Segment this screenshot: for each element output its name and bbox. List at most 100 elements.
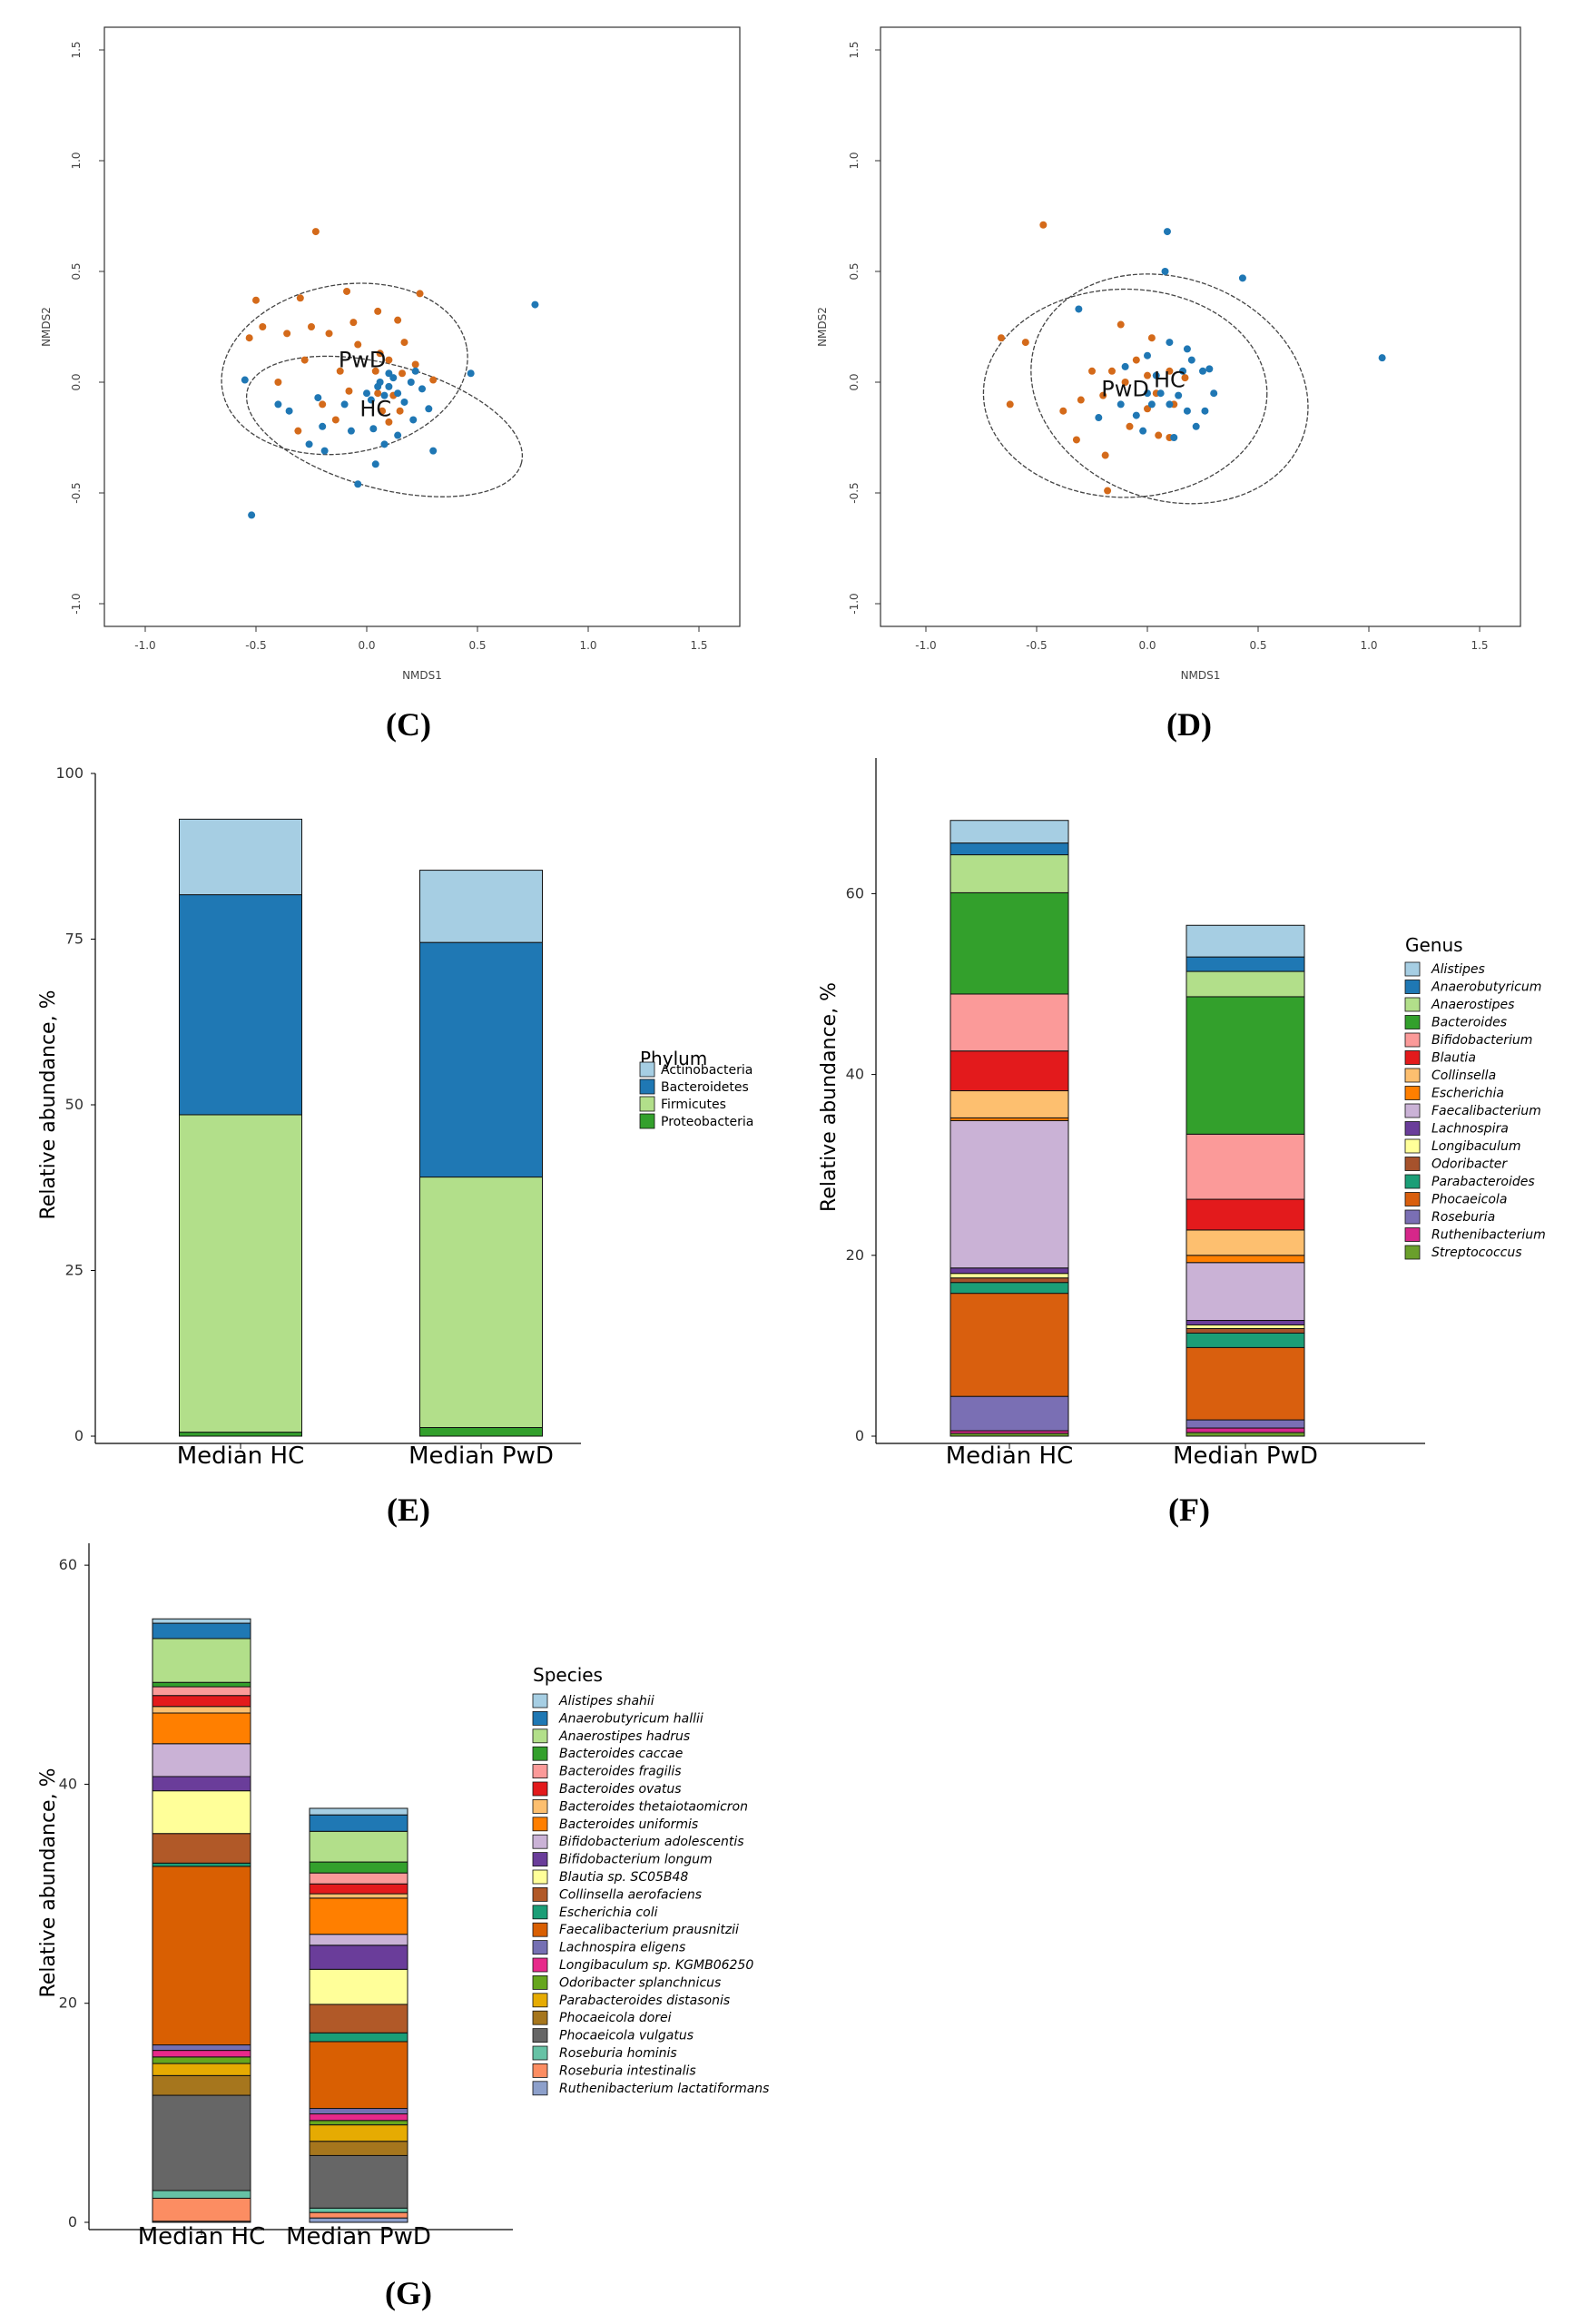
legend-item-label: Streptococcus [1432,1246,1522,1260]
bar-segment-bacteroides [949,891,1069,995]
data-point-hc [1378,354,1386,362]
data-point-pwd [429,376,438,384]
data-point-pwd [259,323,267,330]
bar-segment-streptococcus [1186,1432,1305,1437]
plot-frame [103,26,741,627]
bar-segment-bacteroides-uniformis [309,1897,408,1935]
data-point-hc [1156,389,1165,398]
legend-item-label: Parabacteroides [1432,1175,1535,1189]
legend-item-label: Ruthenibacterium lactatiformans [559,2082,769,2096]
bar-segment-anaerostipes-hadrus [152,1638,251,1683]
legend-swatch [1404,961,1421,977]
x-axis-label: NMDS1 [1181,669,1221,682]
data-point-pwd [411,360,419,369]
data-point-hc [429,447,438,455]
data-point-pwd [331,416,339,424]
bar-segment-firmicutes [179,1114,302,1433]
y-tick-label: -0.5 [70,482,83,503]
legend-item-label: Anaerostipes hadrus [558,1729,690,1744]
bar-segment-bifidobacterium [949,993,1069,1052]
data-point-pwd [308,323,315,330]
bar-segment-collinsella-aerofaciens [152,1833,251,1864]
x-tick-label: -1.0 [915,639,936,652]
legend-item-label: Bacteroides thetaiotaomicron [559,1799,748,1814]
data-point-pwd [1147,334,1156,342]
bar-segment-roseburia-hominis [152,2190,251,2199]
y-axis-label: NMDS2 [816,307,829,347]
x-category-label: Median HC [946,1443,1074,1470]
legend-item-label: Phocaeicola dorei [559,2011,672,2025]
x-category-label: Median PwD [408,1443,554,1470]
data-point-pwd [376,350,384,358]
legend-swatch [532,1905,548,1920]
bar-segment-faecalibacterium-prausnitzii [152,1866,251,2046]
legend-item-label: Escherichia coli [559,1905,658,1920]
bar-segment-odoribacter-splanchnicus [309,2120,408,2126]
y-tick-label: 75 [65,931,84,948]
data-point-hc [425,405,433,413]
data-point-hc [1132,411,1140,419]
data-point-pwd [1117,320,1125,329]
legend-item-label: Lachnospira [1432,1122,1509,1137]
data-point-pwd [300,356,309,364]
bar-segment-firmicutes [419,1177,543,1429]
bar-segment-collinsella-aerofaciens [309,2004,408,2034]
data-point-pwd [1144,405,1151,413]
x-tick-label: 1.5 [1471,639,1488,652]
legend-item-label: Escherichia [1432,1087,1504,1101]
data-point-hc [1238,274,1246,282]
legend-swatch [1404,1227,1421,1242]
legend-swatch [532,1940,548,1955]
y-tick-label: 1.0 [848,152,861,169]
bar-segment-actinobacteria [419,870,543,943]
legend-swatch [532,1993,548,2008]
group-label: PwD [1101,376,1149,401]
legend-swatch [532,1869,548,1885]
data-point-hc [1163,228,1171,236]
legend-item-label: Bacteroides [1432,1016,1507,1030]
confidence-ellipse [1030,273,1309,505]
data-point-hc [285,407,293,415]
bar-segment-anaerobutyricum [949,842,1069,856]
bar-segment-longibaculum-sp-kgmb06250 [309,2113,408,2122]
data-point-pwd [245,334,253,342]
data-point-pwd [1021,339,1029,347]
data-point-hc [305,440,313,448]
bar-segment-blautia-sp-sc05b48 [152,1790,251,1835]
y-axis-label: Relative abundance, % [37,990,60,1220]
data-point-hc [1183,345,1191,353]
data-point-hc [400,398,408,406]
data-point-pwd [416,290,424,298]
bar-segment-bacteroidetes [419,941,543,1178]
bar-segment-anaerostipes [949,854,1069,893]
bar-segment-ruthenibacterium [1186,1427,1305,1433]
legend-item-label: Roseburia hominis [559,2046,677,2061]
y-tick-label: 0.0 [70,373,83,390]
y-tick-label: 20 [846,1246,864,1264]
bar-segment-bacteroides-caccae [152,1681,251,1688]
x-category-label: Median PwD [1173,1443,1318,1470]
data-point-pwd [385,356,393,364]
data-point-pwd [345,387,353,395]
legend-item-label: Bacteroides uniformis [559,1817,698,1832]
legend-swatch [532,1922,548,1937]
legend-item-label: Blautia sp. SC05B48 [559,1870,688,1885]
legend-title: Species [533,1664,603,1686]
panel-E: 0 25 50 75 100 Relative abundance, % Median HC… [37,764,753,1528]
legend-swatch [1404,1192,1421,1206]
data-point-hc [1183,407,1191,415]
bar-segment-bacteroides-ovatus [309,1883,408,1895]
panel-label: (G) [385,2275,432,2311]
bar-segment-bifidobacterium-longum [309,1945,408,1970]
bar-segment-faecalibacterium [1186,1262,1305,1322]
legend-swatch [1404,1086,1421,1100]
data-point-pwd [354,340,362,349]
legend-swatch [532,1834,548,1849]
legend-item-label: Anaerostipes [1431,998,1514,1012]
x-tick-label: 1.0 [579,639,596,652]
bar-segment-lachnospira-eligens [152,2044,251,2052]
data-point-hc [1166,400,1174,409]
legend-swatch [1404,1068,1421,1083]
legend-item-label: Roseburia [1432,1210,1495,1225]
panel-D: -1.0 -0.5 0.0 0.5 1.0 1.5 -1.0 -0.5 0.0 0.5 1.0 1.5… [816,26,1521,743]
